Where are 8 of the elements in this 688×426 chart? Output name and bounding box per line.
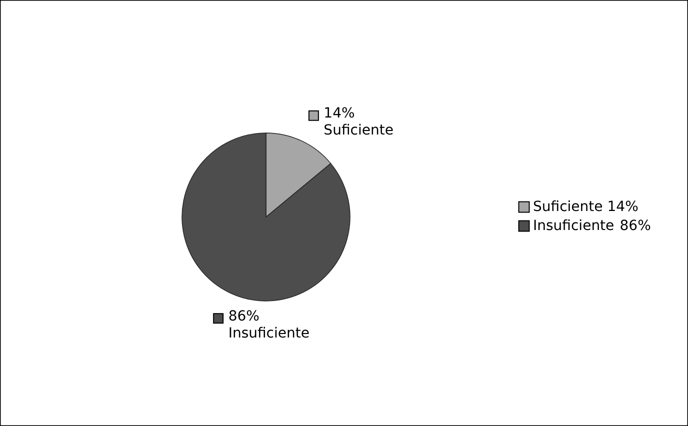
text: 14% — [607, 199, 638, 215]
slice-label: Suficiente — [324, 122, 394, 139]
data-label: 86% — [228, 308, 260, 324]
legend-label: Suficiente — [533, 199, 603, 215]
data-label: 14% — [324, 106, 355, 122]
legend-label: Insuficiente — [533, 218, 614, 234]
text: 86% — [620, 218, 651, 234]
slice-label: Insuficiente — [228, 325, 310, 342]
